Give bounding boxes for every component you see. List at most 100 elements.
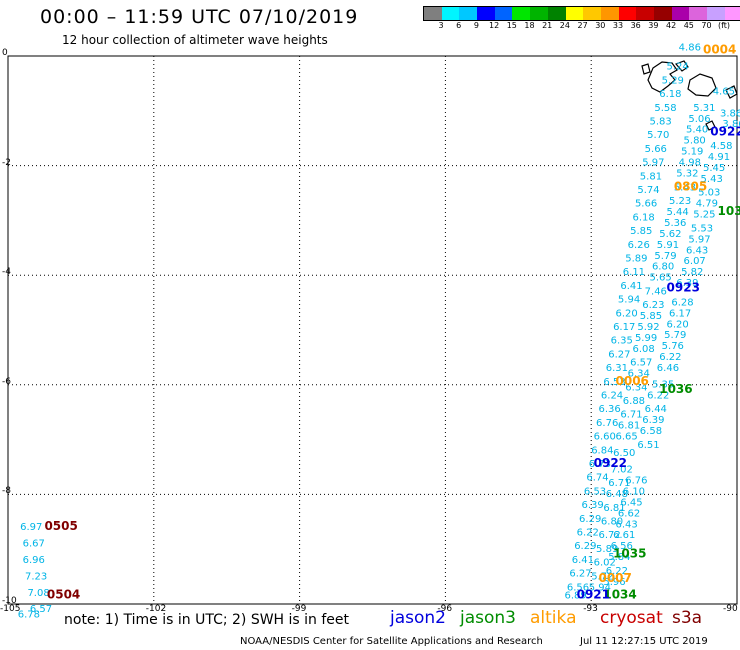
note-text: note: 1) Time is in UTC; 2) SWH is in fe… <box>64 612 350 628</box>
colorbar-label: 27 <box>577 21 588 30</box>
swh-value: 6.65 <box>616 432 638 443</box>
swh-value: 4.98 <box>679 158 701 169</box>
swh-value: 5.81 <box>640 171 662 182</box>
swh-value: 4.58 <box>710 141 732 152</box>
swh-value: 5.43 <box>701 174 723 185</box>
swh-value: 6.51 <box>637 440 659 451</box>
colorbar-label: 70 <box>701 21 712 30</box>
swh-value: 6.67 <box>23 538 45 549</box>
swh-value: 5.66 <box>635 199 657 210</box>
swh-value: 5.40 <box>686 125 708 136</box>
pass-label-jason3: 1035 <box>613 546 646 560</box>
colorbar-swatch <box>707 7 725 20</box>
colorbar-swatch <box>618 7 637 20</box>
swh-value: 5.35 <box>652 380 674 391</box>
swh-value: 3.86 <box>720 108 740 119</box>
lat-tick-label: -4 <box>2 267 11 278</box>
swh-value: 6.89 <box>564 591 586 602</box>
timestamp-text: Jul 11 12:27:15 UTC 2019 <box>580 636 708 647</box>
swh-value: 5.53 <box>691 223 713 234</box>
swh-value: 6.53 <box>603 377 625 388</box>
swh-value: 6.43 <box>616 519 638 530</box>
swh-value: 5.74 <box>637 185 659 196</box>
swh-value: 6.71 <box>620 410 642 421</box>
swh-value: 6.46 <box>657 363 679 374</box>
colorbar-swatch <box>653 7 672 20</box>
swh-value: 6.88 <box>623 396 645 407</box>
swh-value: 6.39 <box>581 500 603 511</box>
swh-value: 6.34 <box>628 369 650 380</box>
island-san-cristobal <box>725 85 738 99</box>
swh-value: 6.57 <box>30 604 52 615</box>
colorbar-label: 30 <box>595 21 606 30</box>
colorbar-swatch <box>600 7 619 20</box>
swh-value: 6.27 <box>569 569 591 580</box>
swh-value: 4.65 <box>713 86 735 97</box>
swh-value: 4.91 <box>708 152 730 163</box>
swh-value: 5.76 <box>662 341 684 352</box>
swh-value: 6.53 <box>584 486 606 497</box>
colorbar-swatch <box>459 7 478 20</box>
lon-tick-label: -90 <box>723 604 738 614</box>
swh-value: 6.35 <box>611 336 633 347</box>
swh-value: 4.79 <box>696 199 718 210</box>
swh-value: 6.78 <box>18 610 40 621</box>
pass-label-altika: 0805 <box>674 179 707 193</box>
swh-value: 6.81 <box>618 421 640 432</box>
swh-value: 6.34 <box>625 382 647 393</box>
swh-value: 6.08 <box>633 344 655 355</box>
swh-value: 5.89 <box>625 254 647 265</box>
swh-value: 6.07 <box>684 256 706 267</box>
swh-value: 6.81 <box>603 503 625 514</box>
pass-label-jason3: 1034 <box>603 588 636 602</box>
swh-value: 7.23 <box>25 571 47 582</box>
swh-value: 5.25 <box>693 210 715 221</box>
swh-value: 5.45 <box>703 163 725 174</box>
island-santa-cruz <box>687 73 717 97</box>
colorbar-swatch <box>636 7 654 20</box>
colorbar-label: 15 <box>506 21 517 30</box>
swh-value: 6.20 <box>667 319 689 330</box>
legend-altika: altika <box>530 608 577 628</box>
swh-value: 6.72 <box>598 530 620 541</box>
graticule <box>8 56 737 604</box>
colorbar-label: 9 <box>473 21 479 30</box>
lon-tick-label: -93 <box>583 604 598 614</box>
island-santiago <box>674 60 689 72</box>
island-isabela <box>647 61 678 93</box>
swh-value: 6.39 <box>676 278 698 289</box>
map-title: 00:00 – 11:59 UTC 07/10/2019 <box>40 6 359 28</box>
swh-value: 5.97 <box>688 234 710 245</box>
swh-value: 5.29 <box>662 75 684 86</box>
colorbar-swatch <box>547 7 566 20</box>
swh-value: 6.24 <box>601 391 623 402</box>
swh-value: 5.19 <box>681 147 703 158</box>
swh-value: 5.82 <box>681 267 703 278</box>
swh-value: 6.23 <box>642 300 664 311</box>
swh-value: 5.94 <box>589 582 611 593</box>
swh-value: 5.91 <box>657 240 679 251</box>
swh-value: 5.70 <box>647 130 669 141</box>
swh-value: 5.83 <box>650 117 672 128</box>
pass-label-altika: 0006 <box>616 374 649 388</box>
colorbar-swatch <box>724 7 740 20</box>
swh-value: 5.99 <box>635 333 657 344</box>
swh-value: 6.41 <box>620 281 642 292</box>
swh-value: 5.94 <box>618 295 640 306</box>
credit-text: NOAA/NESDIS Center for Satellite Applica… <box>240 636 543 647</box>
colorbar-swatch <box>494 7 513 20</box>
colorbar-label: 18 <box>524 21 535 30</box>
swh-value: 6.27 <box>608 349 630 360</box>
swh-value: 6.74 <box>586 473 608 484</box>
swh-value: 6.84 <box>591 445 613 456</box>
swh-value: 5.36 <box>664 218 686 229</box>
pass-label-jason2: 0922 <box>594 456 627 470</box>
swh-value: 5.62 <box>659 229 681 240</box>
swh-value: 6.45 <box>620 497 642 508</box>
pass-label-jason3: 1036 <box>718 204 740 218</box>
swh-value: 5.92 <box>637 322 659 333</box>
legend-s3a: s3a <box>672 608 703 628</box>
colorbar-swatch <box>441 7 460 20</box>
colorbar-label: 24 <box>559 21 570 30</box>
swh-value: 6.50 <box>613 448 635 459</box>
